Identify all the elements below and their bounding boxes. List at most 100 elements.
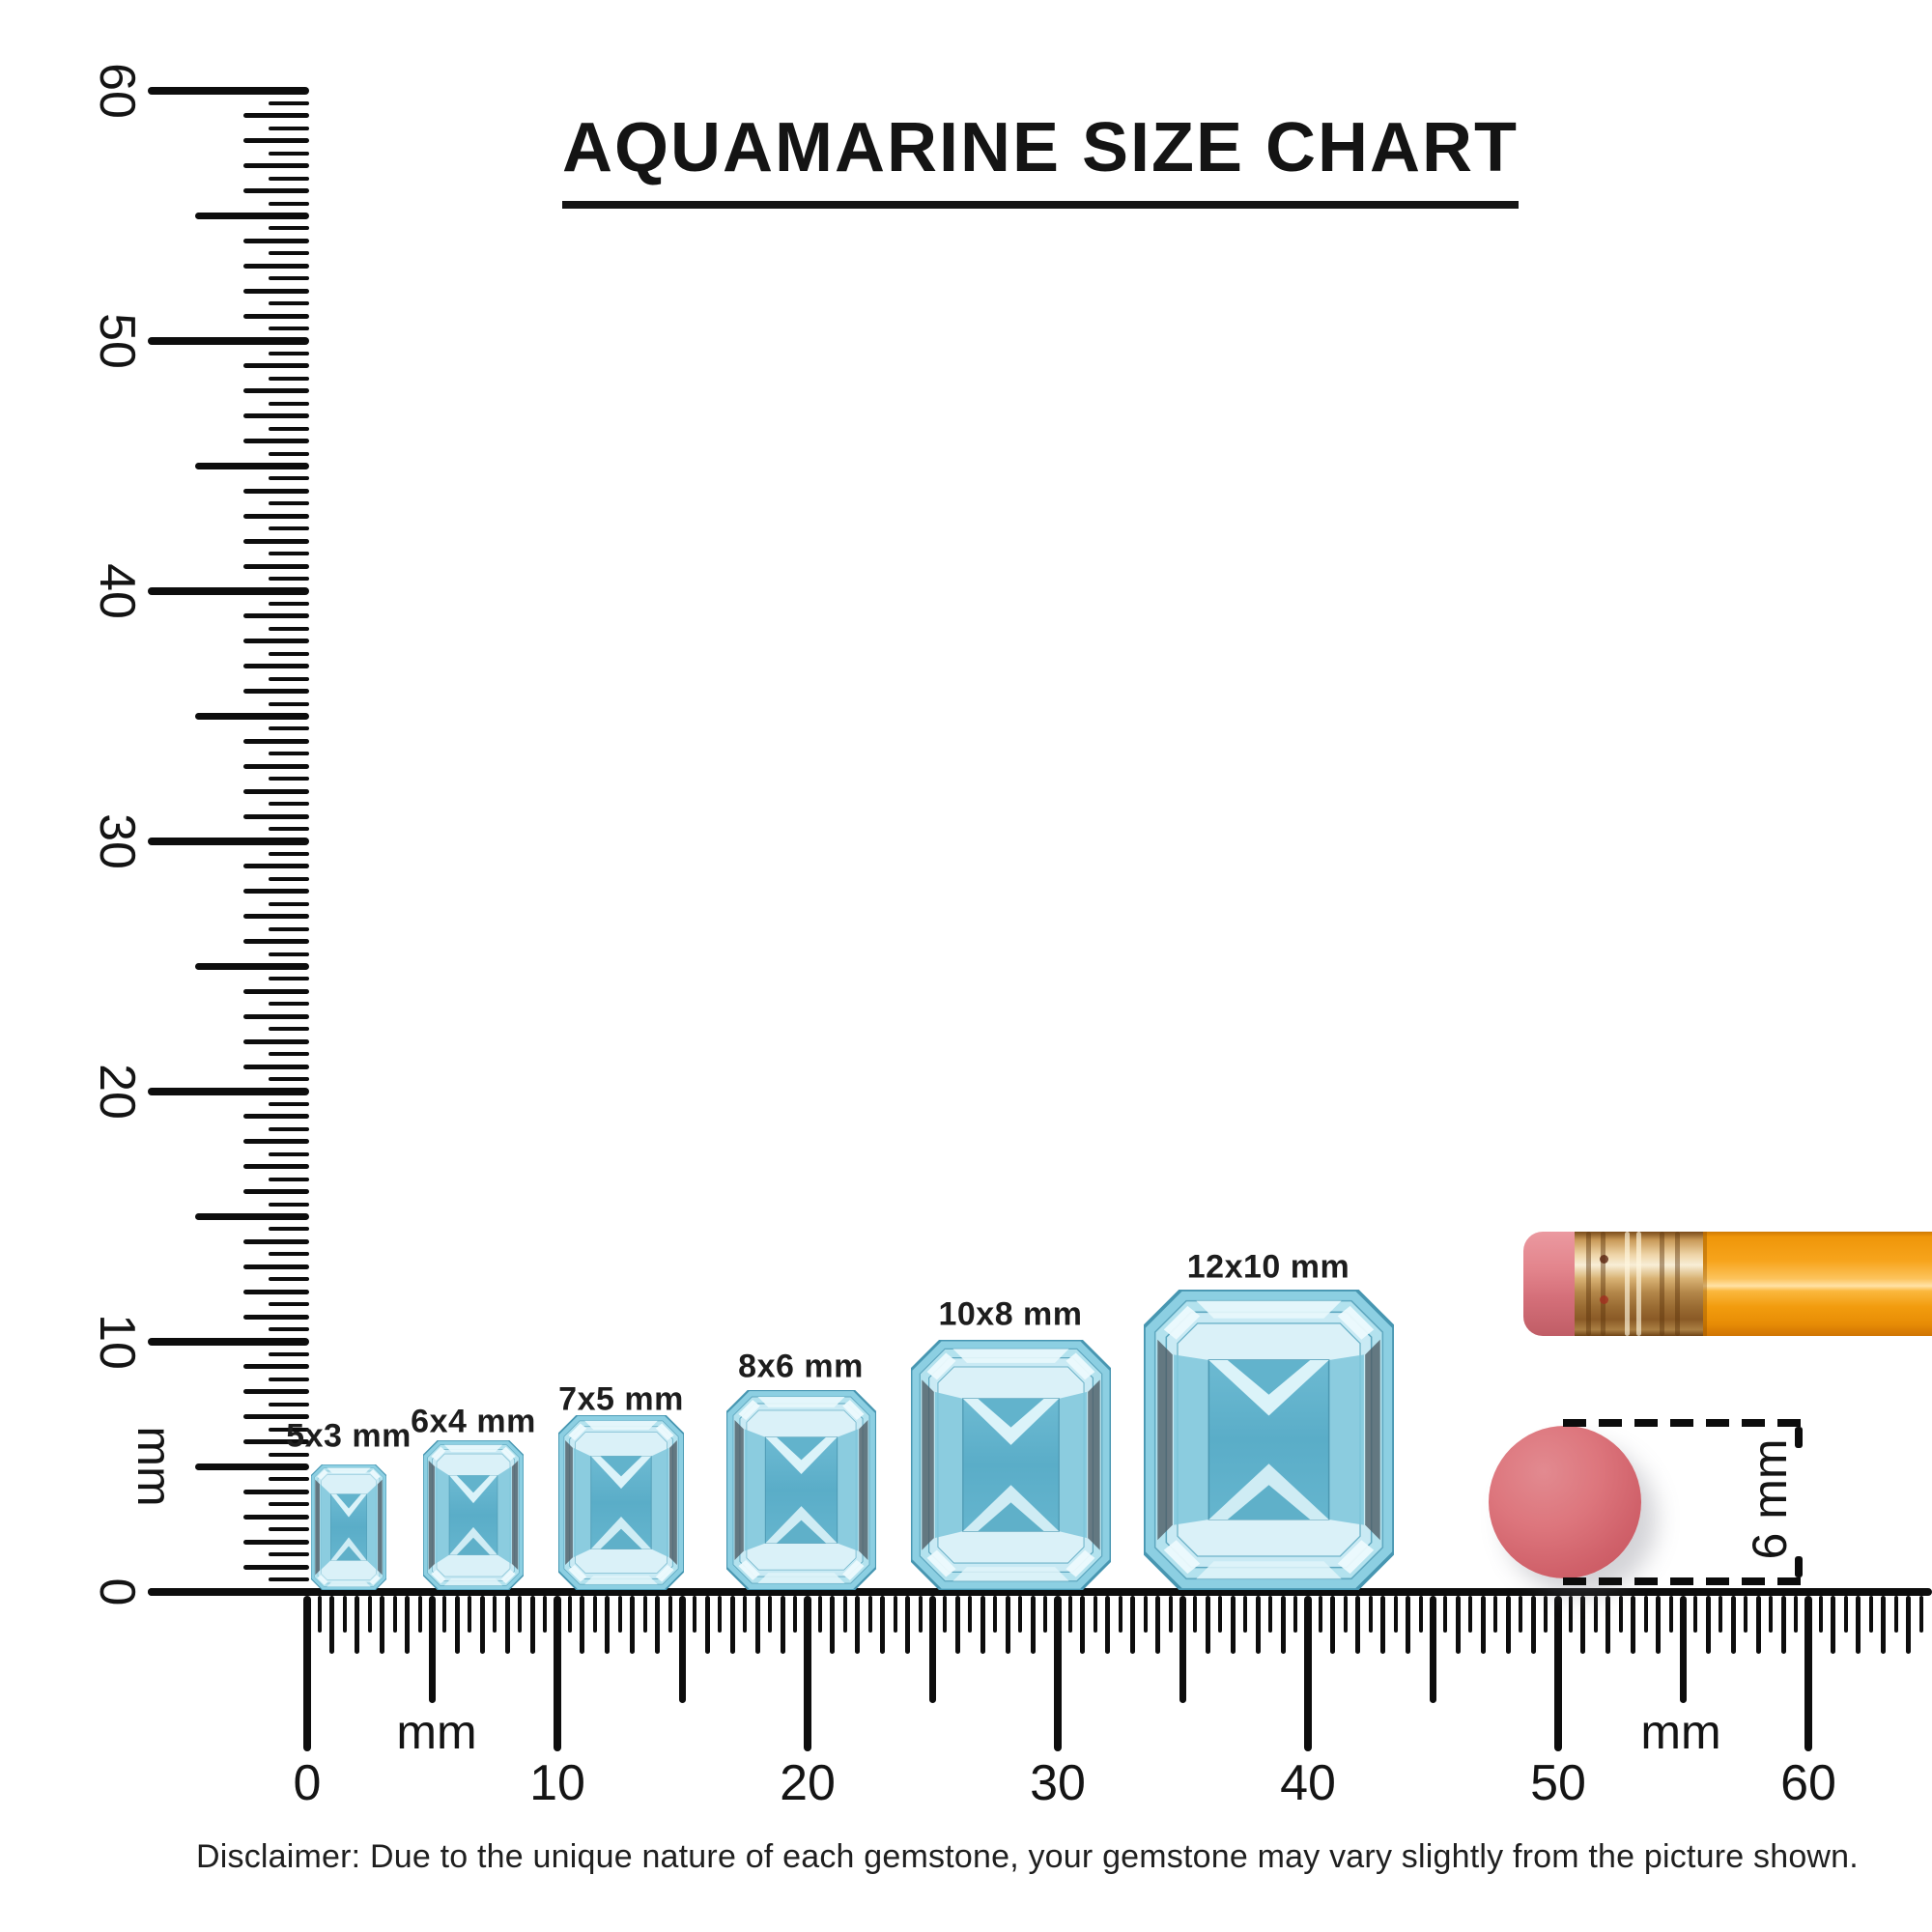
v-ruler-tick-mm <box>243 1489 309 1494</box>
h-ruler-tick-mm <box>580 1596 585 1654</box>
h-ruler-tick-mm <box>905 1596 911 1654</box>
gem-size-label: 5x3 mm <box>286 1417 412 1455</box>
v-ruler-tick-mm <box>243 864 309 869</box>
pencil-eraser-tip <box>1523 1232 1577 1336</box>
h-ruler-tick-mm <box>830 1596 836 1654</box>
h-ruler-tick-mm <box>1631 1596 1636 1654</box>
h-ruler-tick-half <box>842 1596 847 1633</box>
v-ruler-tick-half <box>269 1027 309 1032</box>
v-ruler-tick-mm <box>243 563 309 569</box>
gem-illustration <box>1141 1288 1396 1592</box>
h-ruler-tick-mm <box>754 1596 760 1654</box>
v-ruler-tick-half <box>269 351 309 355</box>
v-ruler-tick-half <box>269 251 309 256</box>
v-ruler-tick-mm <box>243 1164 309 1170</box>
h-ruler-tick-half <box>968 1596 973 1633</box>
h-ruler-tick-half <box>1268 1596 1273 1633</box>
h-ruler-tick-mm <box>1280 1596 1286 1654</box>
h-ruler-tick-half <box>1118 1596 1122 1633</box>
v-ruler-tick-half <box>269 802 309 807</box>
measure-end-cap-bottom <box>1795 1556 1803 1577</box>
gem-5x3mm <box>310 1463 387 1591</box>
ferrule-rivet-dot <box>1600 1255 1608 1264</box>
v-ruler-tick-half <box>269 1052 309 1057</box>
h-ruler-tick-mm <box>1881 1596 1887 1654</box>
h-ruler-tick-mm <box>880 1596 886 1654</box>
h-ruler-tick-half <box>442 1596 447 1633</box>
h-ruler-tick-mm <box>1755 1596 1761 1654</box>
v-ruler-tick-half <box>269 577 309 582</box>
h-ruler-tick-major <box>1554 1596 1562 1751</box>
v-ruler-tick-half <box>269 626 309 631</box>
h-ruler-tick-medium <box>429 1596 436 1703</box>
v-ruler-tick-mm <box>243 988 309 994</box>
h-ruler-tick-mm <box>780 1596 785 1654</box>
h-ruler-tick-major <box>554 1596 561 1751</box>
h-ruler-tick-half <box>417 1596 422 1633</box>
pencil <box>1523 1232 1932 1336</box>
v-ruler-tick-mm <box>243 1564 309 1570</box>
h-ruler-tick-major <box>1054 1596 1062 1751</box>
v-ruler-tick-medium <box>195 213 309 219</box>
h-ruler-tick-mm <box>454 1596 460 1654</box>
v-ruler-tick-half <box>269 176 309 181</box>
h-ruler-tick-medium <box>1430 1596 1436 1703</box>
h-ruler-tick-half <box>1794 1596 1799 1633</box>
v-ruler-tick-mm <box>243 1189 309 1195</box>
v-ruler-unit-label: mm <box>128 1426 182 1507</box>
v-ruler-tick-mm <box>243 1389 309 1395</box>
gem-illustration <box>310 1463 387 1591</box>
h-ruler-tick-mm <box>605 1596 611 1654</box>
h-ruler-tick-half <box>817 1596 822 1633</box>
gem-8x6mm <box>724 1388 877 1592</box>
ferrule-crimp-line <box>1586 1232 1591 1336</box>
h-ruler-tick-mm <box>1155 1596 1161 1654</box>
h-ruler-tick-mm <box>655 1596 661 1654</box>
h-ruler-tick-half <box>1668 1596 1673 1633</box>
h-ruler-tick-half <box>1618 1596 1623 1633</box>
ferrule-highlight <box>1625 1232 1630 1336</box>
h-ruler-tick-mm <box>855 1596 861 1654</box>
v-ruler-tick-half <box>269 851 309 856</box>
gem-12x10mm <box>1141 1288 1396 1592</box>
disclaimer-text: Disclaimer: Due to the unique nature of … <box>196 1838 1859 1875</box>
gem-illustration <box>909 1338 1112 1592</box>
h-ruler-tick-major <box>1304 1596 1312 1751</box>
h-ruler-tick-half <box>768 1596 773 1633</box>
h-ruler-tick-half <box>1368 1596 1373 1633</box>
v-ruler-tick-medium <box>195 1213 309 1220</box>
h-ruler-tick-half <box>743 1596 748 1633</box>
v-ruler-tick-half <box>269 126 309 130</box>
gem-illustration <box>557 1414 685 1591</box>
v-ruler-tick-half <box>269 1327 309 1332</box>
v-ruler-tick-mm <box>243 1139 309 1145</box>
v-ruler-tick-half <box>269 777 309 781</box>
h-ruler-tick-half <box>317 1596 322 1633</box>
h-ruler-tick-half <box>1818 1596 1823 1633</box>
ferrule-highlight <box>1636 1232 1641 1336</box>
h-ruler-tick-mm <box>504 1596 510 1654</box>
ferrule-crimp-line <box>1601 1232 1605 1336</box>
v-ruler-tick-half <box>269 1002 309 1007</box>
v-ruler-tick-mm <box>243 1414 309 1420</box>
h-ruler-tick-half <box>1018 1596 1023 1633</box>
v-ruler-tick-half <box>269 426 309 431</box>
v-ruler-tick-half <box>269 476 309 481</box>
h-ruler-tick-mm <box>1130 1596 1136 1654</box>
h-ruler-unit-label: mm <box>1640 1705 1721 1759</box>
h-ruler-tick-half <box>1843 1596 1848 1633</box>
v-ruler-tick-mm <box>243 538 309 544</box>
v-ruler-tick-medium <box>195 1463 309 1470</box>
h-ruler-tick-mm <box>1355 1596 1361 1654</box>
h-ruler-tick-half <box>1343 1596 1348 1633</box>
h-ruler-tick-mm <box>1480 1596 1486 1654</box>
v-ruler-number: 60 <box>89 63 145 119</box>
h-ruler-tick-half <box>1418 1596 1423 1633</box>
v-ruler-tick-mm <box>243 689 309 695</box>
gem-size-label: 10x8 mm <box>938 1295 1083 1333</box>
v-ruler-tick-half <box>269 952 309 956</box>
h-ruler-tick-half <box>543 1596 548 1633</box>
v-ruler-tick-major <box>148 87 309 95</box>
h-ruler-number: 50 <box>1530 1755 1586 1811</box>
v-ruler-tick-half <box>269 1402 309 1406</box>
